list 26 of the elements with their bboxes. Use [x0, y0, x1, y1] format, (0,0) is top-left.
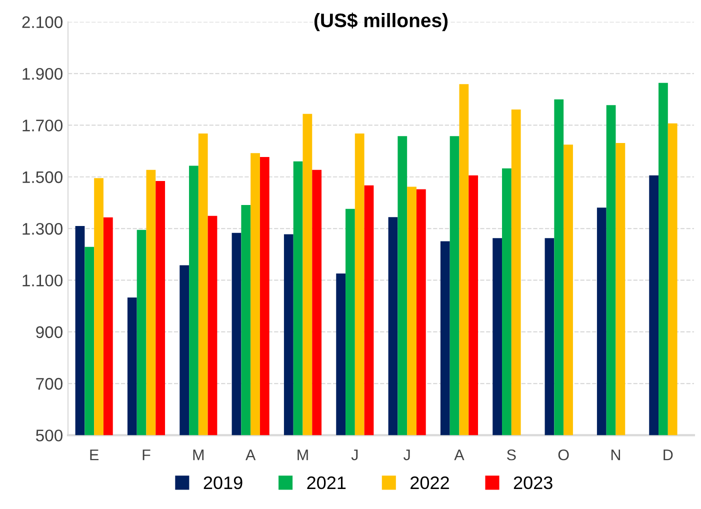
- x-tick-label: N: [611, 450, 620, 460]
- x-tick-label: M: [193, 450, 204, 460]
- x-tick-label: S: [507, 449, 516, 460]
- x-tick-label: J: [403, 450, 410, 460]
- x-tick-label: A: [454, 450, 464, 460]
- y-tick-label: 1.100: [22, 274, 62, 286]
- legend-label: 2019: [204, 476, 242, 490]
- x-tick-label: F: [142, 450, 150, 460]
- y-tick-label: 1.700: [22, 120, 62, 132]
- x-tick-label: E: [90, 450, 99, 460]
- y-tick-label: 1.300: [22, 222, 62, 235]
- y-tick-label: 500: [36, 430, 62, 442]
- chart-title: (US$ millones): [314, 12, 448, 32]
- x-tick-label: J: [351, 450, 358, 460]
- x-tick-label: M: [298, 450, 308, 460]
- legend-label: 2021: [307, 476, 346, 490]
- x-tick-label: D: [664, 450, 673, 460]
- legend-label: 2023: [514, 476, 552, 490]
- y-tick-label: 1.500: [22, 171, 62, 184]
- y-tick-label: 1.900: [22, 68, 62, 80]
- y-tick-label: 2.100: [22, 16, 62, 28]
- x-tick-label: O: [558, 449, 569, 460]
- y-tick-label: 700: [36, 378, 62, 390]
- x-tick-label: A: [246, 450, 256, 460]
- legend-label: 2022: [410, 476, 449, 490]
- y-tick-label: 900: [36, 326, 62, 338]
